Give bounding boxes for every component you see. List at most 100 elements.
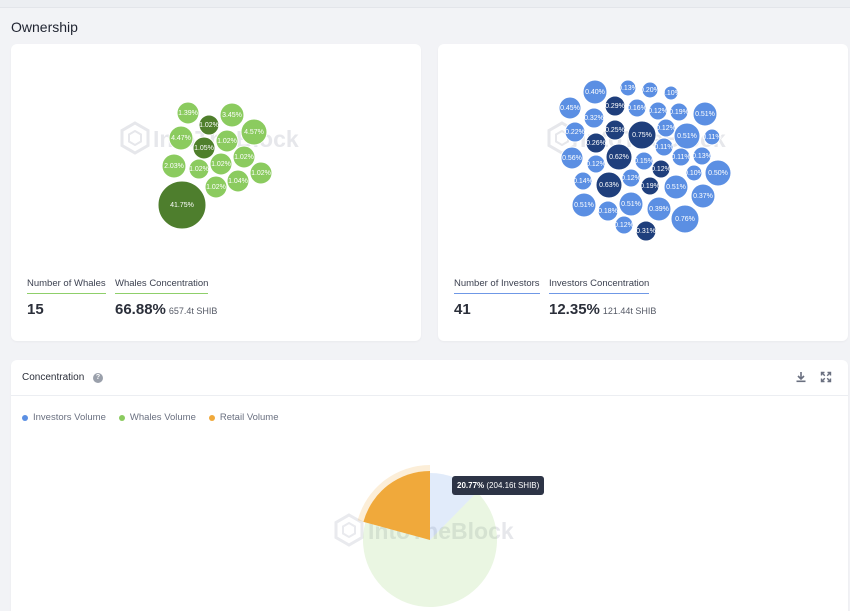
- bubble-label: 0.75%: [632, 132, 652, 139]
- expand-icon[interactable]: [820, 371, 832, 383]
- bubble-label: 0.13%: [618, 85, 638, 92]
- bubble-label: 1.02%: [217, 138, 237, 145]
- bubble[interactable]: [654, 137, 674, 157]
- bubble[interactable]: [219, 102, 245, 128]
- bubble[interactable]: [669, 102, 689, 122]
- bubble-label: 0.63%: [599, 182, 619, 189]
- bubble-label: 1.02%: [211, 161, 231, 168]
- bubble[interactable]: [621, 168, 641, 188]
- bubble-label: 41.75%: [170, 202, 194, 209]
- bubble[interactable]: [571, 192, 597, 218]
- bubble[interactable]: [209, 152, 233, 176]
- bubble[interactable]: [651, 159, 671, 179]
- bubble[interactable]: [619, 79, 637, 97]
- bubble[interactable]: [188, 158, 210, 180]
- bubble[interactable]: [663, 174, 689, 200]
- bubble[interactable]: [586, 154, 606, 174]
- bubble[interactable]: [597, 200, 619, 222]
- chart-tooltip: 20.77% (204.16t SHIB): [452, 476, 545, 495]
- bubble[interactable]: [690, 183, 716, 209]
- bubble-label: 0.50%: [708, 170, 728, 177]
- bubble-label: 0.56%: [562, 155, 582, 162]
- bubble-label: 0.12%: [621, 175, 641, 182]
- bubble[interactable]: [604, 95, 626, 117]
- bubble[interactable]: [204, 175, 228, 199]
- bubble[interactable]: [192, 136, 216, 160]
- bubble-label: 0.76%: [675, 216, 695, 223]
- bubble[interactable]: [595, 171, 623, 199]
- bubble[interactable]: [560, 146, 584, 170]
- investors-concentration-label: Investors Concentration: [549, 278, 650, 294]
- bubble[interactable]: [585, 132, 607, 154]
- download-icon[interactable]: [795, 371, 807, 383]
- bubble[interactable]: [673, 122, 701, 150]
- chart-legend: Investors Volume Whales Volume Retail Vo…: [22, 412, 279, 423]
- bubble-label: 0.45%: [560, 105, 580, 112]
- bubble[interactable]: [176, 101, 200, 125]
- bubble[interactable]: [157, 180, 207, 230]
- bubble[interactable]: [605, 143, 633, 171]
- bubble-label: 0.12%: [651, 166, 671, 173]
- bubble[interactable]: [215, 129, 239, 153]
- bubble-label: 0.13%: [692, 153, 712, 160]
- bubble[interactable]: [670, 204, 700, 234]
- bubble-label: 0.51%: [695, 111, 715, 118]
- bubble[interactable]: [648, 101, 668, 121]
- top-strip: [0, 0, 850, 8]
- bubble-label: 0.32%: [584, 115, 604, 122]
- bubble[interactable]: [703, 128, 721, 146]
- bubble[interactable]: [627, 98, 647, 118]
- bubble[interactable]: [692, 146, 712, 166]
- bubble[interactable]: [671, 147, 691, 167]
- bubble[interactable]: [614, 215, 634, 235]
- bubble-label: 0.39%: [649, 206, 669, 213]
- whales-bubble-chart: IntoTheBlock 41.75%1.39%3.45%1.02%4.47%1…: [120, 101, 299, 230]
- bubble-label: 0.26%: [586, 140, 606, 147]
- bubble[interactable]: [573, 171, 593, 191]
- bubble[interactable]: [232, 145, 256, 169]
- bubble[interactable]: [226, 169, 250, 193]
- bubble[interactable]: [704, 159, 732, 187]
- whales-concentration-label: Whales Concentration: [115, 278, 209, 294]
- bubble[interactable]: [692, 101, 718, 127]
- bubble[interactable]: [618, 191, 644, 217]
- bubble[interactable]: [640, 176, 660, 196]
- legend-label: Investors Volume: [33, 412, 106, 423]
- bubble[interactable]: [564, 121, 586, 143]
- bubble[interactable]: [641, 81, 659, 99]
- legend-item-investors[interactable]: Investors Volume: [22, 412, 106, 423]
- legend-label: Whales Volume: [129, 412, 196, 423]
- legend-item-whales[interactable]: Whales Volume: [118, 412, 196, 423]
- whales-count-value: 15: [27, 301, 44, 318]
- bubble[interactable]: [656, 118, 676, 138]
- question-circle-icon[interactable]: ?: [93, 373, 103, 383]
- bubble[interactable]: [582, 79, 608, 105]
- bubble[interactable]: [583, 107, 605, 129]
- bubble[interactable]: [168, 125, 194, 151]
- whales-card: IntoTheBlock 41.75%1.39%3.45%1.02%4.47%1…: [11, 44, 421, 341]
- bubble[interactable]: [604, 119, 626, 141]
- bubble[interactable]: [627, 120, 657, 150]
- bubble[interactable]: [240, 118, 268, 146]
- tooltip-detail: (204.16t SHIB): [486, 481, 540, 490]
- pie-slice-retail-volume[interactable]: [363, 471, 430, 540]
- bubble[interactable]: [685, 164, 703, 182]
- bubble[interactable]: [558, 96, 582, 120]
- bubble-label: 0.62%: [609, 154, 629, 161]
- legend-item-retail[interactable]: Retail Volume: [208, 412, 279, 423]
- bubble[interactable]: [249, 161, 273, 185]
- bubble-label: 0.15%: [634, 158, 654, 165]
- bubble-label: 0.22%: [565, 129, 585, 136]
- bubble-label: 0.51%: [621, 201, 641, 208]
- bubble[interactable]: [663, 85, 679, 101]
- bubble[interactable]: [646, 196, 672, 222]
- bubble[interactable]: [635, 220, 657, 242]
- bubble-label: 1.02%: [189, 166, 209, 173]
- bubble[interactable]: [634, 151, 654, 171]
- bubble[interactable]: [198, 114, 220, 136]
- bubble[interactable]: [161, 153, 187, 179]
- bubble-label: 0.16%: [627, 105, 647, 112]
- pie-slice-whales-volume[interactable]: [363, 492, 497, 607]
- investors-count-value: 41: [454, 301, 471, 318]
- bubble-label: 0.10%: [661, 90, 681, 97]
